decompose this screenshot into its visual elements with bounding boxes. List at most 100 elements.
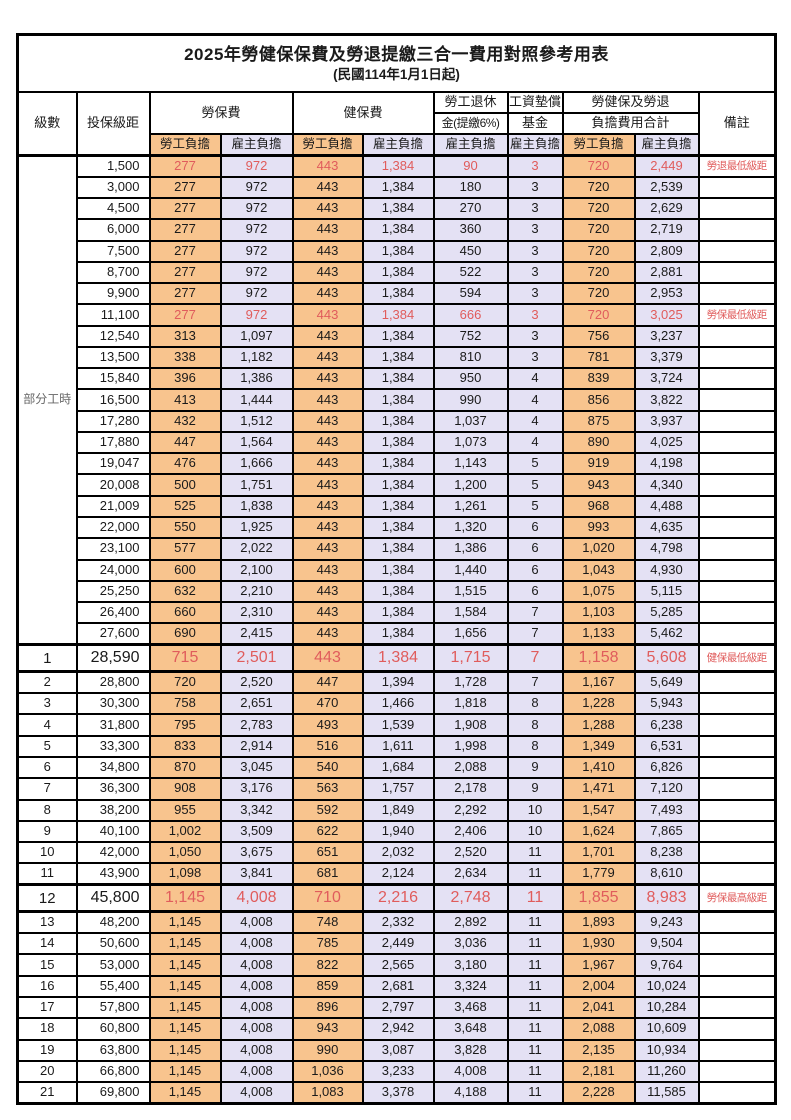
cell-labor-employee: 758: [148, 692, 222, 716]
cell-labor-employee: 1,145: [148, 953, 222, 977]
cell-labor-employee: 413: [148, 388, 222, 412]
cell-wage-fund-employer: 10: [506, 798, 564, 822]
table-row: 19 63,800 1,145 4,008 990 3,087 3,828 11 2,135 10…: [16, 1038, 777, 1062]
table-row: 18 60,800 1,145 4,008 943 2,942 3,648 11 2,088 10…: [16, 1017, 777, 1041]
cell-health-employee: 990: [291, 1038, 364, 1062]
table-row: 22,000 550 1,925 443 1,384 1,320 6 993 4,635: [18, 516, 777, 540]
cell-health-employer: 1,940: [361, 819, 435, 844]
cell-health-employer: 2,032: [361, 841, 435, 865]
cell-labor-employer: 2,914: [219, 734, 294, 759]
cell-labor-employer: 4,008: [219, 1038, 294, 1062]
cell-wage-fund-employer: 7: [506, 601, 564, 625]
cell-health-employee: 748: [291, 910, 364, 935]
table-row: 19,047 476 1,666 443 1,384 1,143 5 919 4,198: [18, 452, 777, 476]
table-row: 12 45,800 1,145 4,008 710 2,216 2,748 11 1,855 8,…: [16, 883, 777, 914]
cell-wage-fund-employer: 11: [506, 910, 564, 935]
cell-total-employee: 1,855: [561, 883, 636, 914]
col-header-bracket: 投保級距: [75, 91, 151, 157]
cell-wage-fund-employer: 11: [506, 862, 564, 886]
cell-health-employee: 443: [291, 622, 364, 646]
cell-health-employee: 443: [291, 345, 364, 370]
cell-total-employer: 2,449: [633, 154, 700, 178]
table-row: 27,600 690 2,415 443 1,384 1,656 7 1,133 5,462: [18, 622, 777, 646]
cell-health-employer: 3,087: [361, 1038, 435, 1062]
cell-labor-employee: 1,145: [148, 910, 222, 935]
cell-total-employer: 4,930: [633, 558, 700, 582]
cell-labor-employee: 1,145: [148, 974, 222, 999]
cell-health-employee: 470: [291, 692, 364, 716]
cell-total-employee: 720: [561, 282, 636, 306]
cell-wage-fund-employer: 11: [506, 953, 564, 977]
table-row: 16,500 413 1,444 443 1,384 990 4 856 3,822: [18, 388, 777, 412]
cell-labor-employer: 2,022: [219, 537, 294, 561]
cell-total-employer: 8,238: [633, 841, 700, 865]
cell-total-employee: 720: [561, 239, 636, 263]
cell-pension-employer: 2,892: [432, 910, 509, 935]
subheader-health-employer: 雇主負擔: [361, 133, 435, 157]
cell-wage-fund-employer: 6: [506, 579, 564, 604]
cell-level: 13: [16, 910, 78, 935]
cell-total-employee: 993: [561, 516, 636, 540]
cell-wage-fund-employer: 3: [506, 218, 564, 242]
cell-pension-employer: 1,715: [432, 643, 509, 674]
cell-note: [697, 601, 777, 625]
cell-pension-employer: 1,728: [432, 670, 509, 695]
table-row: 26,400 660 2,310 443 1,384 1,584 7 1,103 5,285: [18, 601, 777, 625]
cell-health-employer: 1,384: [361, 601, 435, 625]
cell-note: [697, 516, 777, 540]
cell-health-employer: 1,849: [361, 798, 435, 822]
cell-level: 11: [16, 862, 78, 886]
cell-insured-bracket: 38,200: [75, 798, 151, 822]
cell-pension-employer: 666: [432, 303, 509, 327]
table-row: 5 33,300 833 2,914 516 1,611 1,998 8 1,349 6,531: [16, 734, 777, 759]
cell-wage-fund-employer: 9: [506, 777, 564, 801]
cell-labor-employer: 972: [219, 154, 294, 178]
cell-health-employee: 710: [291, 883, 364, 914]
cell-health-employer: 1,384: [361, 537, 435, 561]
cell-total-employer: 5,115: [633, 579, 700, 604]
cell-wage-fund-employer: 4: [506, 388, 564, 412]
cell-total-employer: 4,798: [633, 537, 700, 561]
cell-pension-employer: 360: [432, 218, 509, 242]
cell-note: [697, 239, 777, 263]
cell-note: [697, 473, 777, 497]
table-row: 13,500 338 1,182 443 1,384 810 3 781 3,379: [18, 345, 777, 370]
cell-note: [697, 1038, 777, 1062]
cell-labor-employee: 690: [148, 622, 222, 646]
cell-wage-fund-employer: 5: [506, 452, 564, 476]
cell-labor-employer: 3,176: [219, 777, 294, 801]
cell-level: 5: [16, 734, 78, 759]
cell-health-employee: 443: [291, 516, 364, 540]
cell-health-employer: 1,539: [361, 713, 435, 737]
cell-insured-bracket: 3,000: [75, 175, 151, 200]
cell-insured-bracket: 20,008: [75, 473, 151, 497]
cell-total-employer: 4,635: [633, 516, 700, 540]
cell-insured-bracket: 4,500: [75, 197, 151, 221]
cell-note: [697, 670, 777, 695]
cell-pension-employer: 752: [432, 324, 509, 348]
cell-total-employer: 6,238: [633, 713, 700, 737]
cell-total-employee: 1,410: [561, 756, 636, 780]
cell-total-employee: 968: [561, 494, 636, 519]
cell-note: [697, 197, 777, 221]
cell-total-employer: 2,539: [633, 175, 700, 200]
subheader-labor-employee: 勞工負擔: [148, 133, 222, 157]
cell-total-employer: 9,504: [633, 932, 700, 956]
col-header-pension-line1: 勞工退休: [432, 91, 509, 114]
cell-health-employee: 785: [291, 932, 364, 956]
cell-total-employee: 1,103: [561, 601, 636, 625]
col-header-wage-fund-line1: 工資墊償: [506, 91, 564, 114]
cell-total-employee: 720: [561, 197, 636, 221]
cell-health-employee: 443: [291, 154, 364, 178]
cell-health-employer: 1,384: [361, 494, 435, 519]
cell-labor-employee: 908: [148, 777, 222, 801]
cell-pension-employer: 3,324: [432, 974, 509, 999]
cell-labor-employee: 277: [148, 303, 222, 327]
cell-health-employer: 1,384: [361, 218, 435, 242]
cell-wage-fund-employer: 6: [506, 516, 564, 540]
cell-wage-fund-employer: 11: [506, 841, 564, 865]
cell-insured-bracket: 11,100: [75, 303, 151, 327]
cell-wage-fund-employer: 5: [506, 473, 564, 497]
cell-insured-bracket: 57,800: [75, 996, 151, 1020]
title-row: 2025年勞健保保費及勞退提繳三合一費用對照參考用表 (民國114年1月1日起): [16, 33, 777, 93]
